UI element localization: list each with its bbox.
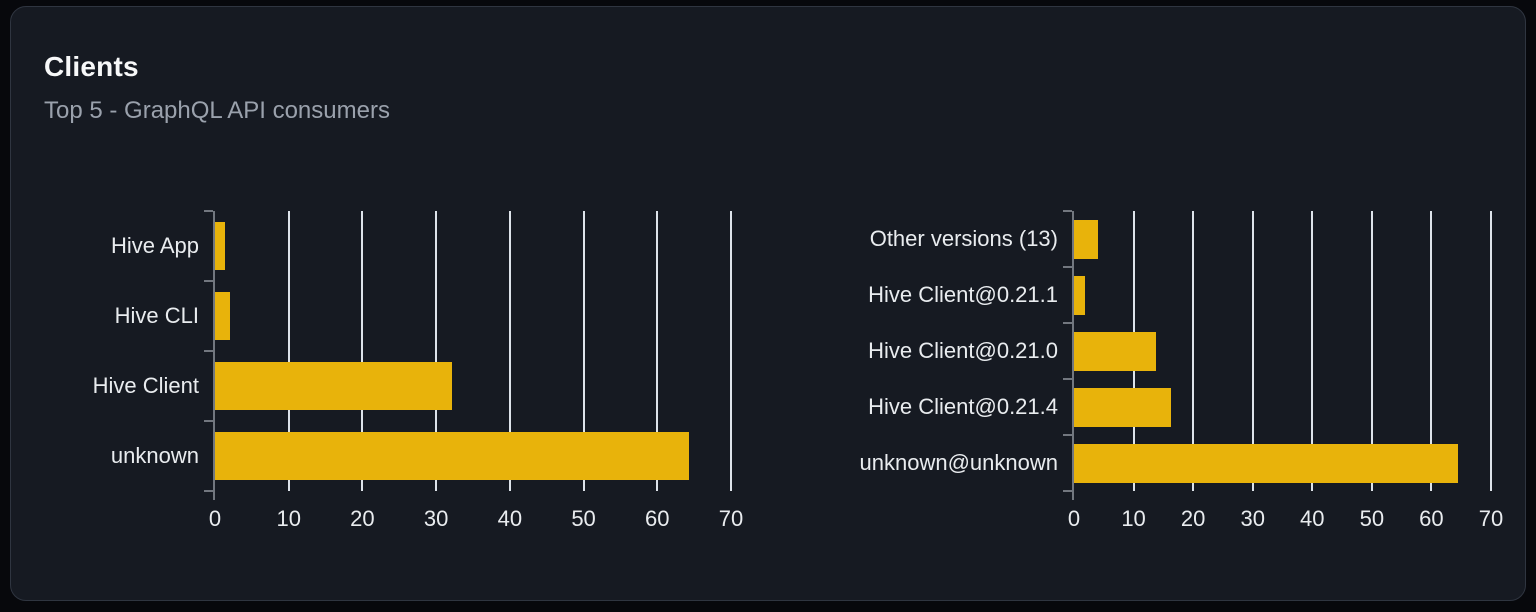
y-axis-tick <box>1063 434 1072 436</box>
x-tick-label: 10 <box>276 506 301 531</box>
category-label: Hive Client@0.21.4 <box>868 394 1058 419</box>
x-tick-label: 0 <box>1067 506 1081 531</box>
card-title: Clients <box>44 51 139 82</box>
bar-hive-app[interactable] <box>215 222 226 270</box>
y-axis-tick <box>204 210 213 212</box>
y-axis-tick <box>204 420 213 422</box>
y-axis-tick <box>1063 266 1072 268</box>
bar-hive-client-0-21-0[interactable] <box>1074 331 1157 371</box>
bar-hive-client-0-21-4[interactable] <box>1074 387 1172 427</box>
gridline <box>1251 211 1254 491</box>
x-tick-label: 60 <box>645 506 670 531</box>
x-tick-label: 20 <box>1180 506 1206 531</box>
bar-other-versions-13-[interactable] <box>1074 219 1098 259</box>
gridline <box>1490 211 1492 491</box>
category-label: Hive App <box>110 233 199 258</box>
gridline <box>361 211 364 491</box>
y-axis-tick <box>1063 378 1072 380</box>
gridline <box>1311 211 1314 491</box>
gridline <box>435 211 438 491</box>
bar-hive-cli[interactable] <box>215 292 231 340</box>
y-axis-line <box>213 211 215 500</box>
x-tick-label: 40 <box>1300 506 1325 531</box>
x-tick-label: 50 <box>571 506 596 531</box>
bar-hive-client[interactable] <box>215 362 452 410</box>
y-axis-tick <box>204 280 213 282</box>
x-tick-label: 70 <box>718 506 744 531</box>
category-label: Hive Client@0.21.0 <box>868 338 1058 363</box>
y-axis-tick <box>204 490 213 492</box>
bar-unknown-unknown[interactable] <box>1074 443 1458 483</box>
gridline <box>730 211 732 491</box>
x-tick-label: 50 <box>1359 506 1385 531</box>
category-label: Hive Client <box>92 373 199 398</box>
x-tick-label: 40 <box>497 506 523 531</box>
gridline <box>287 211 290 491</box>
x-tick-label: 10 <box>1121 506 1146 531</box>
clients-card: Clients Top 5 - GraphQL API consumers Hi… <box>10 6 1526 601</box>
card-subtitle: Top 5 - GraphQL API consumers <box>44 97 390 124</box>
gridline <box>1192 211 1195 491</box>
category-label: Other versions (13) <box>869 226 1058 251</box>
x-tick-label: 70 <box>1478 506 1504 531</box>
category-label: Hive CLI <box>114 303 199 328</box>
bar-hive-client-0-21-1[interactable] <box>1074 275 1086 315</box>
category-label: Hive Client@0.21.1 <box>868 282 1058 307</box>
gridline <box>656 211 659 491</box>
y-axis-line <box>1072 211 1074 500</box>
clients-by-version-chart: Other versions (13) Hive Client@0.21.1 Hiv… <box>836 196 1536 546</box>
x-tick-label: 0 <box>208 506 222 531</box>
x-tick-label: 30 <box>1240 506 1265 531</box>
y-axis-tick <box>1063 322 1072 324</box>
gridline <box>1430 211 1433 491</box>
gridline <box>1370 211 1373 491</box>
clients-by-name-chart: Hive App Hive CLI Hive Client unknown 0 10 20 3… <box>31 196 771 546</box>
y-axis-tick <box>204 350 213 352</box>
y-axis-tick <box>1063 210 1072 212</box>
x-tick-label: 30 <box>423 506 449 531</box>
gridline <box>582 211 585 491</box>
y-axis-tick <box>1063 490 1072 492</box>
category-label: unknown@unknown <box>859 450 1058 475</box>
category-label: unknown <box>110 443 199 468</box>
x-tick-label: 20 <box>350 506 375 531</box>
gridline <box>508 211 511 491</box>
bar-unknown[interactable] <box>215 432 689 480</box>
x-tick-label: 60 <box>1419 506 1444 531</box>
